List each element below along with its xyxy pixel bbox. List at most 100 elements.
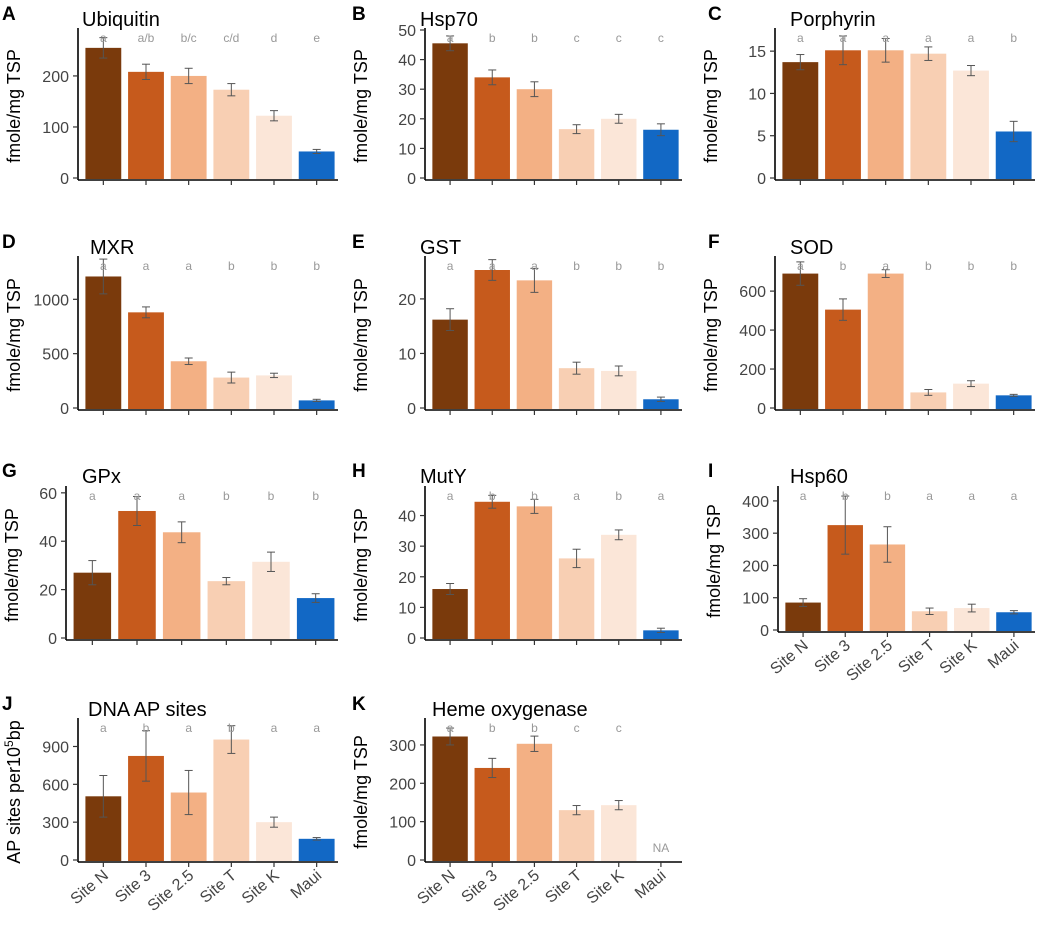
significance-letter: c/d xyxy=(223,31,239,45)
bar-maui xyxy=(298,151,335,179)
significance-letter: a xyxy=(489,259,496,273)
significance-letter: a xyxy=(573,489,580,503)
panel-letter: D xyxy=(2,232,16,253)
y-tick-label: 60 xyxy=(39,486,57,503)
significance-letter: a xyxy=(89,489,96,503)
panel-title: GPx xyxy=(82,466,121,488)
significance-letter: b xyxy=(840,259,847,273)
significance-letter: a xyxy=(100,259,107,273)
bar-site-t xyxy=(213,89,250,179)
bar-site-t xyxy=(558,810,595,861)
significance-letter: a xyxy=(1011,489,1018,503)
y-tick-label: 600 xyxy=(42,777,69,794)
bar-site-k xyxy=(601,118,637,179)
panel-letter: F xyxy=(708,232,720,253)
significance-letter: a xyxy=(925,31,932,45)
bar-site-t xyxy=(911,611,948,631)
significance-letter: b xyxy=(228,259,235,273)
bar-maui xyxy=(995,395,1032,409)
bar-site-k xyxy=(256,375,292,409)
panel-e: E GST 0 10 20 fmole/mg TSP a a a b b b xyxy=(351,232,682,418)
y-tick-label: 20 xyxy=(398,570,416,587)
significance-letter: a xyxy=(531,259,538,273)
significance-letter: b xyxy=(531,31,538,45)
x-tick-label: Site 2.5 xyxy=(490,867,543,915)
significance-letter: b xyxy=(489,31,496,45)
significance-letter: b xyxy=(143,721,150,735)
panel-letter: J xyxy=(2,694,13,715)
y-axis-label: fmole/mg TSP xyxy=(351,49,371,163)
bar-site-2-5 xyxy=(516,280,553,409)
significance-letter: a xyxy=(968,489,975,503)
panel-c: C Porphyrin 0 5 10 15 fmole/mg TSP a a a a a b xyxy=(701,4,1035,188)
y-tick-label: 0 xyxy=(60,171,69,188)
y-tick-label: 200 xyxy=(389,776,416,793)
y-tick-label: 20 xyxy=(398,292,416,309)
y-tick-label: 600 xyxy=(739,284,766,301)
panel-letter: E xyxy=(352,232,365,253)
y-tick-label: 200 xyxy=(742,558,769,575)
significance-letter: a xyxy=(100,31,107,45)
significance-letter: b xyxy=(228,721,235,735)
y-tick-label: 100 xyxy=(389,815,416,832)
y-tick-label: 30 xyxy=(398,82,416,99)
significance-letter: b xyxy=(615,489,622,503)
bar-site-2-5 xyxy=(170,361,207,409)
na-label: NA xyxy=(653,841,670,855)
panel-i: I Hsp60 0 100 200 300 400 fmole/mg TSP a Site N b S… xyxy=(704,461,1035,685)
significance-letter: a xyxy=(797,31,804,45)
y-tick-label: 10 xyxy=(748,86,766,103)
significance-letter: b xyxy=(925,259,932,273)
significance-letter: b xyxy=(268,489,275,503)
significance-letter: c xyxy=(658,31,664,45)
significance-letter: a xyxy=(800,489,807,503)
bar-site-n xyxy=(85,47,122,180)
bar-site-t xyxy=(558,129,595,179)
panel-h: H MutY 0 10 20 30 40 fmole/mg TSP a b b a b a xyxy=(351,461,682,648)
significance-letter: a xyxy=(143,259,150,273)
y-tick-label: 0 xyxy=(407,853,416,870)
y-axis-label: fmole/mg TSP xyxy=(2,508,22,622)
significance-letter: b xyxy=(531,489,538,503)
panel-a: A Ubiquitin 0 100 200 fmole/mg TSP a a/b b/c c/d d… xyxy=(2,4,338,188)
significance-letter: a/b xyxy=(138,31,155,45)
y-tick-label: 900 xyxy=(42,739,69,756)
y-tick-label: 50 xyxy=(398,23,416,40)
y-tick-label: 500 xyxy=(42,347,69,364)
y-tick-label: 0 xyxy=(407,631,416,648)
bar-site-n xyxy=(432,589,468,639)
bar-maui xyxy=(643,399,679,409)
significance-letter: a xyxy=(447,721,454,735)
bar-site-n xyxy=(782,62,819,179)
bar-site-t xyxy=(910,392,947,409)
x-tick-label: Site K xyxy=(937,637,981,678)
panel-b: B Hsp70 0 10 20 30 40 50 fmole/mg TSP a b b c c c xyxy=(351,4,682,188)
x-tick-label: Maui xyxy=(985,637,1022,672)
significance-letter: b xyxy=(968,259,975,273)
y-tick-label: 0 xyxy=(760,623,769,640)
significance-letter: a xyxy=(185,721,192,735)
significance-letter: a xyxy=(271,721,278,735)
y-tick-label: 10 xyxy=(398,141,416,158)
significance-letter: b xyxy=(884,489,891,503)
panel-letter: K xyxy=(352,694,366,715)
x-tick-label: Site N xyxy=(767,637,811,678)
x-tick-label: Site N xyxy=(414,867,458,908)
significance-letter: a xyxy=(926,489,933,503)
y-tick-label: 0 xyxy=(407,171,416,188)
significance-letter: a xyxy=(447,489,454,503)
significance-letter: b xyxy=(1010,31,1017,45)
x-tick-label: Site T xyxy=(895,637,938,677)
y-tick-label: 20 xyxy=(39,583,57,600)
panel-title: MutY xyxy=(420,466,467,488)
significance-letter: a xyxy=(100,721,107,735)
panel-k: K Heme oxygenase 0 100 200 300 fmole/mg TSP a Si… xyxy=(351,694,682,915)
bar-site-2-5 xyxy=(867,50,904,179)
bar-site-k xyxy=(954,608,990,631)
y-axis-label: fmole/mg TSP xyxy=(701,49,721,163)
bar-site-3 xyxy=(825,309,861,409)
significance-letter: b xyxy=(313,259,320,273)
x-tick-label: Site N xyxy=(68,867,112,908)
y-tick-label: 1000 xyxy=(33,292,69,309)
y-tick-label: 200 xyxy=(739,362,766,379)
